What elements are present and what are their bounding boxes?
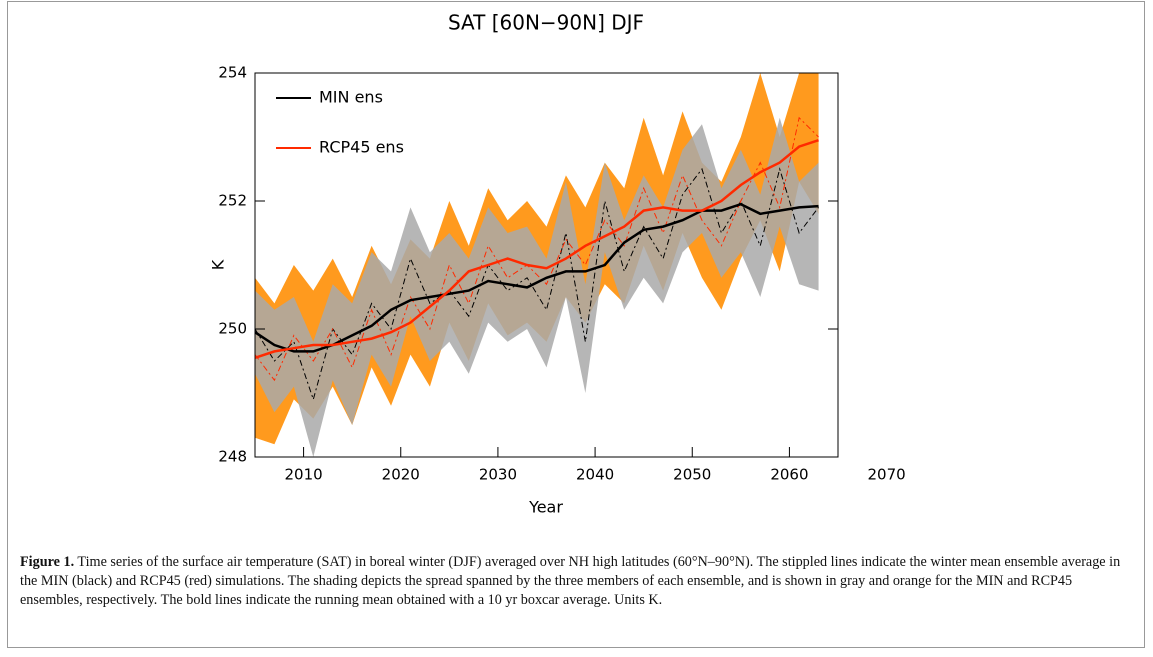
y-tick-label: 248 bbox=[218, 448, 247, 466]
x-tick-label: 2060 bbox=[770, 466, 808, 484]
x-tick-label: 2070 bbox=[867, 466, 905, 484]
axes-frame bbox=[254, 72, 839, 458]
running-mean-line bbox=[255, 202, 819, 353]
chart-title: SAT [60N−90N] DJF bbox=[448, 11, 644, 35]
legend-label: RCP45 ens bbox=[319, 138, 404, 157]
x-tick-label: 2020 bbox=[382, 466, 420, 484]
annual-mean-line bbox=[255, 116, 819, 382]
running-mean-line bbox=[255, 139, 819, 359]
caption-label: Figure 1. bbox=[20, 554, 75, 570]
plot-area bbox=[255, 73, 819, 457]
caption-text: Time series of the surface air temperatu… bbox=[20, 554, 1121, 608]
y-tick-label: 254 bbox=[218, 64, 247, 82]
y-axis-label: K bbox=[209, 259, 228, 270]
chart: SAT [60N−90N] DJF Year K 2010 2020 2030 204… bbox=[209, 11, 906, 517]
y-tick-label: 252 bbox=[218, 192, 247, 210]
x-tick-label: 2030 bbox=[479, 466, 517, 484]
y-tick-label: 250 bbox=[218, 320, 247, 338]
figure-frame bbox=[7, 1, 1145, 648]
x-tick-label: 2050 bbox=[673, 466, 711, 484]
spread-band bbox=[255, 117, 819, 457]
x-tick-label: 2040 bbox=[576, 466, 614, 484]
x-axis-label: Year bbox=[528, 498, 563, 517]
x-tick-label: 2010 bbox=[284, 466, 322, 484]
caption: Figure 1. Time series of the surface air… bbox=[20, 553, 1135, 610]
annual-mean-line bbox=[255, 167, 819, 402]
legend-label: MIN ens bbox=[319, 88, 383, 107]
